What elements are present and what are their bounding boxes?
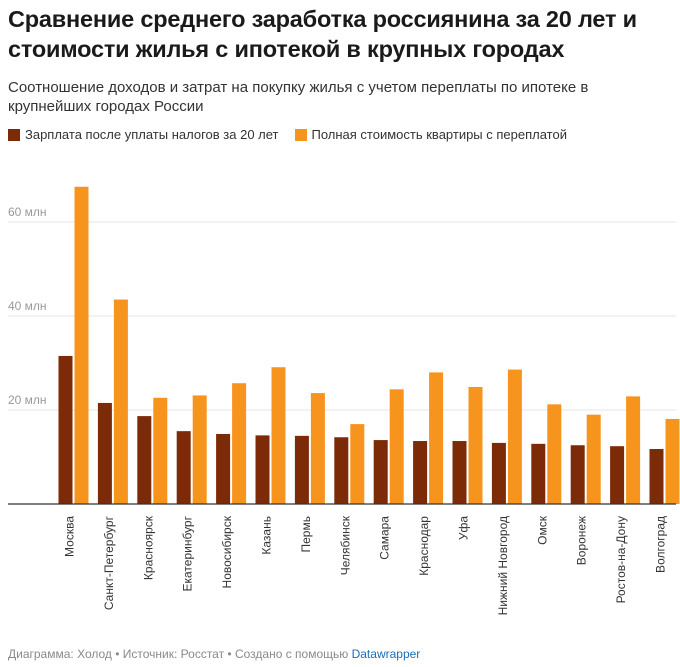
x-tick-label-4: Новосибирск	[220, 515, 234, 588]
legend-item-apartment: Полная стоимость квартиры с переплатой	[294, 127, 567, 142]
x-tick-label-2: Красноярск	[141, 515, 155, 580]
bar-salary-15	[649, 449, 664, 504]
bar-apartment-10	[468, 386, 483, 504]
x-tick-label-3: Екатеринбург	[181, 515, 195, 591]
legend-swatch-apartment	[294, 128, 307, 141]
x-tick-label-5: Казань	[260, 516, 274, 555]
bar-salary-6	[294, 435, 309, 504]
x-tick-label-0: Москва	[63, 516, 77, 557]
bar-salary-0	[58, 355, 73, 504]
bar-apartment-5	[271, 367, 286, 504]
legend-swatch-salary	[8, 128, 20, 141]
bar-apartment-7	[350, 424, 365, 504]
bar-salary-10	[452, 441, 467, 504]
y-tick-label-40: 40 млн	[8, 299, 47, 313]
x-tick-label-14: Ростов-на-Дону	[614, 516, 628, 603]
legend: Зарплата после уплаты налогов за 20 лет …	[8, 127, 567, 142]
x-tick-label-6: Пермь	[299, 516, 313, 552]
datawrapper-link[interactable]: Datawrapper	[351, 647, 421, 661]
bar-salary-2	[137, 416, 152, 504]
bar-apartment-1	[113, 299, 128, 504]
x-tick-label-12: Омск	[535, 515, 549, 545]
bar-salary-9	[413, 441, 428, 504]
x-tick-label-10: Уфа	[457, 516, 471, 540]
bar-apartment-12	[547, 404, 562, 504]
bar-salary-4	[216, 433, 231, 504]
chart-subtitle: Соотношение доходов и затрат на покупку …	[8, 79, 589, 115]
x-tick-label-13: Воронеж	[575, 516, 589, 565]
bar-apartment-3	[192, 395, 207, 504]
bar-apartment-0	[74, 186, 89, 504]
bar-apartment-9	[429, 372, 444, 504]
bar-apartment-11	[507, 369, 522, 504]
y-tick-label-20: 20 млн	[8, 393, 47, 407]
chart-title: Сравнение среднего заработка россиянина …	[8, 6, 637, 62]
bar-salary-12	[531, 443, 546, 504]
bar-apartment-15	[665, 418, 680, 504]
legend-item-salary: Зарплата после уплаты налогов за 20 лет	[8, 127, 279, 142]
bar-salary-1	[97, 402, 112, 504]
x-tick-label-8: Самара	[378, 516, 392, 560]
bar-apartment-14	[626, 396, 641, 504]
bar-chart: 20 млн 40 млн 60 млн Москва Санкт-Петербург К…	[8, 186, 680, 615]
bar-apartment-2	[153, 397, 168, 504]
footer: Диаграмма: Холод • Источник: Росстат • С…	[8, 647, 420, 661]
bar-salary-3	[176, 431, 191, 504]
x-tick-label-9: Краснодар	[417, 516, 431, 576]
bar-salary-8	[373, 440, 388, 504]
bar-salary-7	[334, 437, 349, 504]
bar-salary-5	[255, 435, 270, 504]
bar-apartment-6	[310, 393, 325, 504]
bar-salary-14	[610, 446, 625, 504]
x-tick-label-15: Волгоград	[654, 516, 668, 573]
footer-credits: Диаграмма: Холод • Источник: Росстат • С…	[8, 647, 352, 661]
legend-label-salary: Зарплата после уплаты налогов за 20 лет	[25, 127, 279, 142]
y-tick-label-60: 60 млн	[8, 205, 47, 219]
x-tick-label-7: Челябинск	[338, 515, 352, 575]
x-tick-label-11: Нижний Новгород	[496, 516, 510, 615]
legend-label-apartment: Полная стоимость квартиры с переплатой	[311, 127, 567, 142]
bar-apartment-8	[389, 389, 404, 504]
bar-apartment-13	[586, 414, 601, 504]
bar-salary-13	[570, 445, 585, 504]
x-tick-label-1: Санкт-Петербург	[102, 515, 116, 610]
bar-salary-11	[491, 442, 506, 504]
bar-apartment-4	[232, 383, 247, 504]
